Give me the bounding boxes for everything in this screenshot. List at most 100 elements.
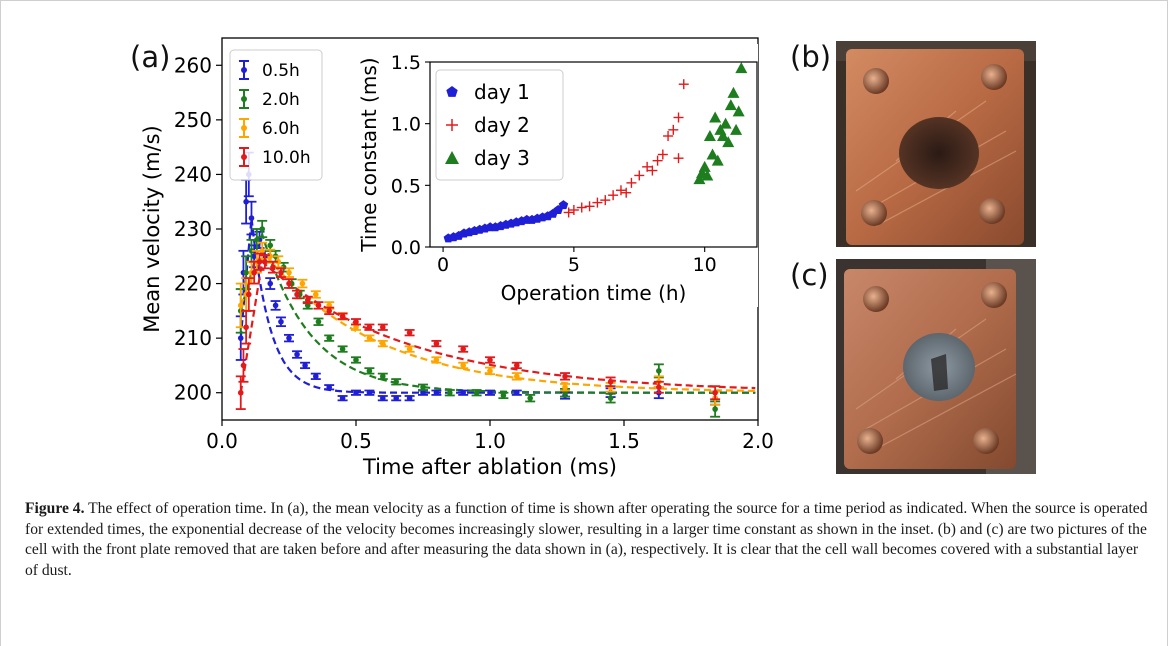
point-day-2: [592, 197, 603, 208]
point-day-2: [642, 161, 653, 172]
point-day-2: [576, 202, 587, 213]
y-tick-label: 240: [174, 162, 212, 186]
data-point-0.5h: [313, 373, 319, 380]
point-day-3: [701, 169, 714, 181]
data-point-0.5h: [278, 318, 284, 325]
point-day-2: [678, 79, 689, 90]
data-point-10.0h: [656, 384, 662, 391]
data-point-10.0h: [487, 357, 493, 363]
y-tick-label: 230: [174, 217, 212, 241]
data-point-6.0h: [487, 368, 493, 374]
point-day-3: [719, 117, 732, 129]
x-tick-label: 1.0: [474, 429, 506, 453]
point-day-2: [652, 155, 663, 166]
data-point-10.0h: [326, 308, 333, 314]
inset-time-constant-plot: 0 5 10 0.0 0.5 1.0 1.5 Operation time (h) Time c…: [355, 44, 758, 307]
figure-canvas: 0.0 0.5 1.0 1.5 2.0 200 210 220 230 240 250 260 Time…: [140, 37, 774, 479]
data-point-10.0h: [380, 324, 386, 331]
point-day-3: [724, 99, 737, 111]
data-point-10.0h: [433, 340, 440, 347]
inset-x-tick-label: 10: [693, 254, 717, 276]
data-point-10.0h: [339, 313, 346, 320]
caption-text: The effect of operation time. In (a), th…: [25, 500, 1148, 579]
legend-label-10.0h: 10.0h: [262, 148, 311, 168]
point-day-2: [563, 207, 574, 218]
data-point-0.5h: [267, 280, 274, 287]
point-day-2: [626, 177, 637, 188]
legend-marker: [241, 154, 247, 160]
data-point-2.0h: [447, 389, 453, 396]
data-point-6.0h: [275, 258, 282, 265]
data-point-2.0h: [315, 318, 322, 325]
data-point-0.5h: [380, 395, 386, 401]
legend-marker: [241, 96, 247, 102]
data-point-6.0h: [313, 291, 319, 298]
legend-box: [229, 49, 323, 181]
data-point-2.0h: [420, 384, 426, 391]
data-point-2.0h: [712, 406, 718, 412]
point-day-2: [647, 165, 658, 176]
data-point-6.0h: [380, 340, 386, 347]
data-point-10.0h: [607, 379, 614, 385]
point-day-3: [732, 105, 745, 117]
inset-x-tick-label: 0: [437, 254, 449, 276]
legend-label-2.0h: 2.0h: [262, 90, 300, 110]
main-velocity-plot: 0.0 0.5 1.0 1.5 2.0 200 210 220 230 240 250 260 Time…: [140, 37, 774, 479]
data-point-2.0h: [326, 335, 333, 341]
inset-frame: [429, 61, 758, 248]
point-day-2: [663, 131, 674, 141]
panel-label-b: (b): [790, 40, 832, 74]
data-point-6.0h: [299, 280, 306, 287]
y-tick-label: 260: [174, 53, 212, 77]
data-point-0.5h: [433, 389, 440, 396]
data-point-10.0h: [237, 389, 244, 396]
data-point-0.5h: [251, 253, 257, 260]
panel-label-c: (c): [790, 258, 829, 292]
data-point-2.0h: [473, 389, 480, 396]
data-point-0.5h: [406, 395, 413, 401]
data-point-2.0h: [500, 392, 507, 399]
data-point-2.0h: [380, 373, 386, 380]
data-point-0.5h: [514, 389, 520, 396]
point-day-3: [703, 130, 716, 141]
legend-label-6.0h: 6.0h: [262, 119, 300, 139]
inset-y-axis-label: Time constant (ms): [357, 57, 381, 252]
y-tick-label: 200: [174, 381, 212, 405]
data-point-6.0h: [562, 384, 568, 391]
legend-label-0.5h: 0.5h: [262, 61, 300, 81]
point-day-2: [673, 153, 684, 164]
data-point-10.0h: [514, 362, 520, 369]
data-point-10.0h: [315, 302, 322, 309]
data-point-2.0h: [259, 226, 266, 232]
data-point-6.0h: [433, 357, 440, 363]
x-tick-label: 0.0: [206, 429, 238, 453]
point-day-3: [693, 173, 706, 185]
data-point-0.5h: [366, 389, 373, 396]
data-point-2.0h: [267, 242, 274, 249]
data-point-10.0h: [262, 258, 268, 265]
data-point-10.0h: [256, 258, 263, 265]
data-point-10.0h: [460, 346, 467, 352]
data-point-6.0h: [353, 324, 359, 331]
data-point-10.0h: [406, 329, 413, 336]
data-point-0.5h: [286, 335, 292, 341]
fit-curve-6.0h: [239, 248, 756, 392]
data-point-0.5h: [294, 351, 300, 358]
point-day-3: [706, 148, 719, 160]
data-point-10.0h: [562, 373, 568, 380]
legend-marker-day-3: [445, 151, 459, 164]
point-day-1: [558, 200, 569, 210]
legend-marker-day-2: [446, 119, 458, 131]
data-point-0.5h: [460, 389, 467, 396]
figure-caption: Figure 4. The effect of operation time. …: [25, 499, 1150, 581]
data-point-2.0h: [339, 346, 346, 352]
point-day-3: [735, 62, 748, 74]
data-point-2.0h: [607, 395, 614, 401]
data-point-10.0h: [294, 291, 300, 298]
data-point-2.0h: [366, 368, 373, 374]
data-point-0.5h: [420, 389, 426, 396]
data-point-2.0h: [248, 248, 255, 254]
inset-legend-label: day 3: [474, 146, 530, 170]
data-point-0.5h: [302, 362, 308, 369]
data-point-10.0h: [243, 324, 249, 331]
